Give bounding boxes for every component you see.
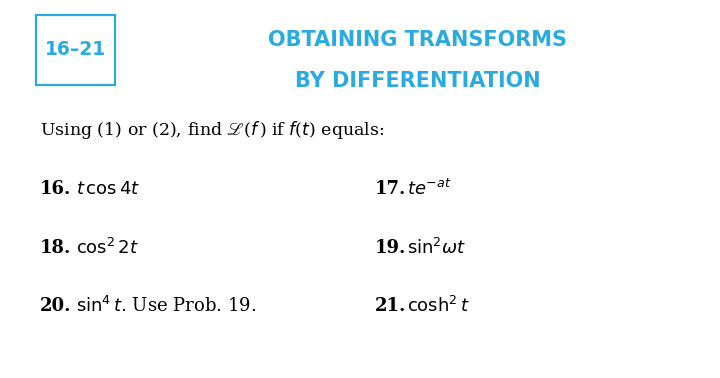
Text: $te^{-at}$: $te^{-at}$ [407, 179, 451, 199]
Text: 21.: 21. [374, 297, 406, 315]
Text: $\sin^4 t$. Use Prob. 19.: $\sin^4 t$. Use Prob. 19. [76, 296, 256, 316]
Text: 20.: 20. [40, 297, 71, 315]
Text: 16.: 16. [40, 180, 71, 198]
Text: 17.: 17. [374, 180, 406, 198]
Text: OBTAINING TRANSFORMS: OBTAINING TRANSFORMS [268, 30, 567, 50]
FancyBboxPatch shape [36, 15, 115, 85]
Text: Using (1) or (2), find $\mathscr{L}$($f\/$) if $f$($t$) equals:: Using (1) or (2), find $\mathscr{L}$($f\… [40, 119, 384, 141]
Text: 18.: 18. [40, 239, 71, 257]
Text: $\sin^2\!\omega t$: $\sin^2\!\omega t$ [407, 237, 466, 258]
Text: BY DIFFERENTIATION: BY DIFFERENTIATION [294, 71, 541, 91]
Text: 16–21: 16–21 [45, 40, 106, 59]
Text: $t\,\cos 4t$: $t\,\cos 4t$ [76, 180, 140, 198]
Text: $\cosh^2 t$: $\cosh^2 t$ [407, 296, 469, 316]
Text: $\cos^2 2t$: $\cos^2 2t$ [76, 237, 138, 258]
Text: 19.: 19. [374, 239, 406, 257]
